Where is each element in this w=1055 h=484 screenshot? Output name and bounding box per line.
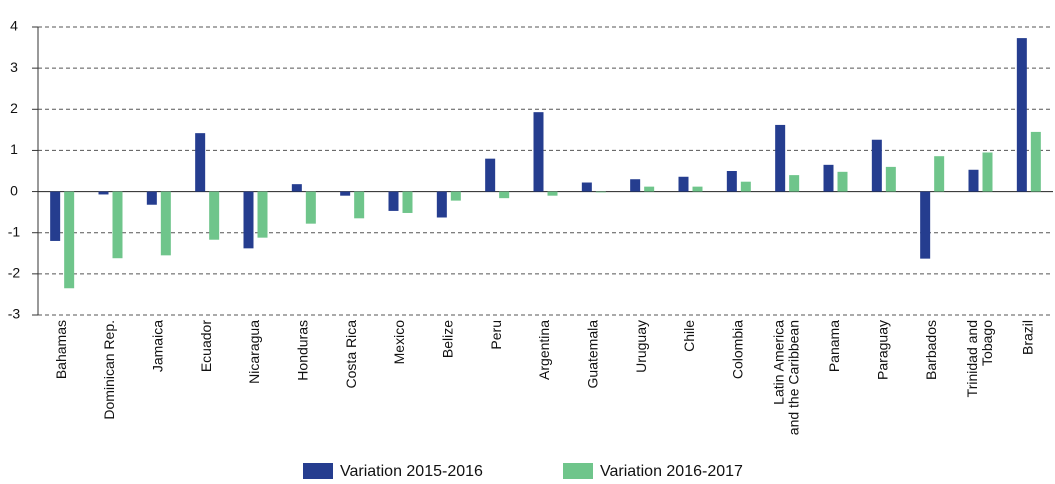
bar xyxy=(595,191,606,193)
bar xyxy=(340,191,351,196)
bar xyxy=(678,176,689,192)
x-tick-label: Argentina xyxy=(536,320,552,380)
bar xyxy=(1016,38,1027,192)
x-tick-label: Honduras xyxy=(295,320,311,381)
x-tick-label: Panama xyxy=(826,320,842,372)
y-tick-label: 3 xyxy=(10,59,18,75)
bar xyxy=(98,191,109,195)
bar xyxy=(644,186,655,192)
y-tick-label: -1 xyxy=(8,223,21,239)
bar xyxy=(499,191,510,199)
bar xyxy=(402,191,413,213)
x-tick-label-line: Latin America xyxy=(770,320,786,405)
bar xyxy=(726,171,737,192)
bar xyxy=(547,191,558,196)
bar xyxy=(823,164,834,192)
bar xyxy=(450,191,461,201)
y-tick-label: 0 xyxy=(10,182,18,198)
bar xyxy=(775,124,786,192)
y-tick-label: -2 xyxy=(8,265,21,281)
bar xyxy=(436,191,447,218)
bar xyxy=(195,133,206,192)
bar xyxy=(257,191,268,238)
bar xyxy=(630,179,641,192)
bar xyxy=(160,191,171,256)
legend-swatch xyxy=(303,463,333,479)
x-tick-label: Chile xyxy=(681,320,697,352)
bar xyxy=(146,191,157,205)
bar xyxy=(533,112,544,192)
y-tick-label: 2 xyxy=(10,100,18,116)
bar xyxy=(64,191,75,289)
x-tick-label: Jamaica xyxy=(150,320,166,372)
legend-label: Variation 2016-2017 xyxy=(600,463,743,480)
x-tick-label: Peru xyxy=(488,320,504,350)
x-tick-label: Brazil xyxy=(1020,320,1036,355)
bar xyxy=(581,182,592,192)
bar xyxy=(291,184,302,192)
bar xyxy=(934,156,945,192)
bar xyxy=(920,191,931,259)
bar xyxy=(740,181,751,192)
legend-swatch xyxy=(563,463,593,479)
y-tick-label: 1 xyxy=(10,141,18,157)
bar xyxy=(354,191,365,219)
x-tick-label: Mexico xyxy=(391,320,407,365)
bar xyxy=(388,191,399,211)
bar xyxy=(1030,131,1041,192)
x-tick-label: Guatemala xyxy=(585,320,601,389)
y-tick-label: -3 xyxy=(8,306,21,322)
x-tick-label: Costa Rica xyxy=(343,320,359,389)
x-tick-label: Dominican Rep. xyxy=(101,320,117,420)
bar xyxy=(209,191,220,240)
x-tick-label-line: Trinidad and xyxy=(964,320,980,397)
bar xyxy=(243,191,254,249)
bar xyxy=(692,186,703,192)
bar xyxy=(112,191,123,259)
bar xyxy=(305,191,316,224)
x-tick-label: Paraguay xyxy=(875,320,891,380)
x-tick-label-line: Tobago xyxy=(979,320,995,366)
bar xyxy=(885,166,896,192)
x-tick-label: Bahamas xyxy=(53,320,69,379)
x-tick-label: Uruguay xyxy=(633,320,649,373)
x-tick-label: Ecuador xyxy=(198,320,214,372)
bar xyxy=(485,158,496,192)
bar xyxy=(968,169,979,192)
x-tick-label: Nicaragua xyxy=(246,320,262,384)
bar xyxy=(50,191,61,241)
y-tick-label: 4 xyxy=(10,18,18,34)
legend-label: Variation 2015-2016 xyxy=(340,463,483,480)
x-tick-label: Colombia xyxy=(730,320,746,379)
bar xyxy=(982,152,993,192)
bar xyxy=(789,175,800,192)
x-tick-label: Belize xyxy=(440,320,456,358)
x-tick-label: Barbados xyxy=(923,320,939,380)
x-tick-label: Trinidad andTobago xyxy=(964,320,995,398)
bar xyxy=(837,171,848,192)
x-tick-label: Latin Americaand the Caribbean xyxy=(770,320,801,435)
x-tick-label-line: and the Caribbean xyxy=(785,320,801,435)
bar xyxy=(871,139,882,192)
